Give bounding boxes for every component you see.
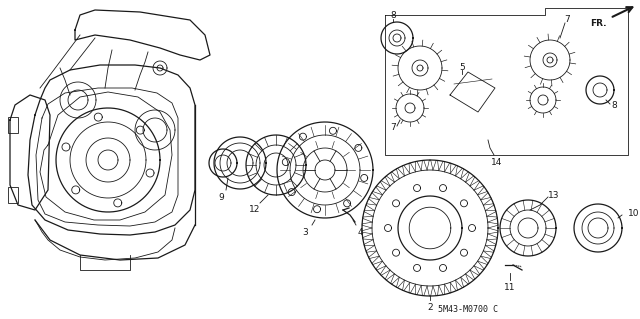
Text: FR.: FR. (591, 19, 607, 28)
Text: 14: 14 (492, 158, 502, 167)
Text: 5: 5 (459, 63, 465, 71)
Text: 4: 4 (357, 228, 363, 237)
Text: 3: 3 (302, 228, 308, 237)
Text: 8: 8 (611, 100, 617, 109)
Text: 2: 2 (427, 303, 433, 312)
Text: 5M43-M0700 C: 5M43-M0700 C (438, 306, 498, 315)
Text: 7: 7 (564, 16, 570, 25)
Text: 11: 11 (504, 283, 516, 292)
Text: 9: 9 (218, 193, 224, 202)
Text: 7: 7 (390, 123, 396, 132)
Text: 10: 10 (628, 209, 639, 218)
Text: 13: 13 (548, 190, 559, 199)
Text: 8: 8 (390, 11, 396, 20)
Polygon shape (450, 72, 495, 112)
Text: 12: 12 (250, 205, 260, 214)
